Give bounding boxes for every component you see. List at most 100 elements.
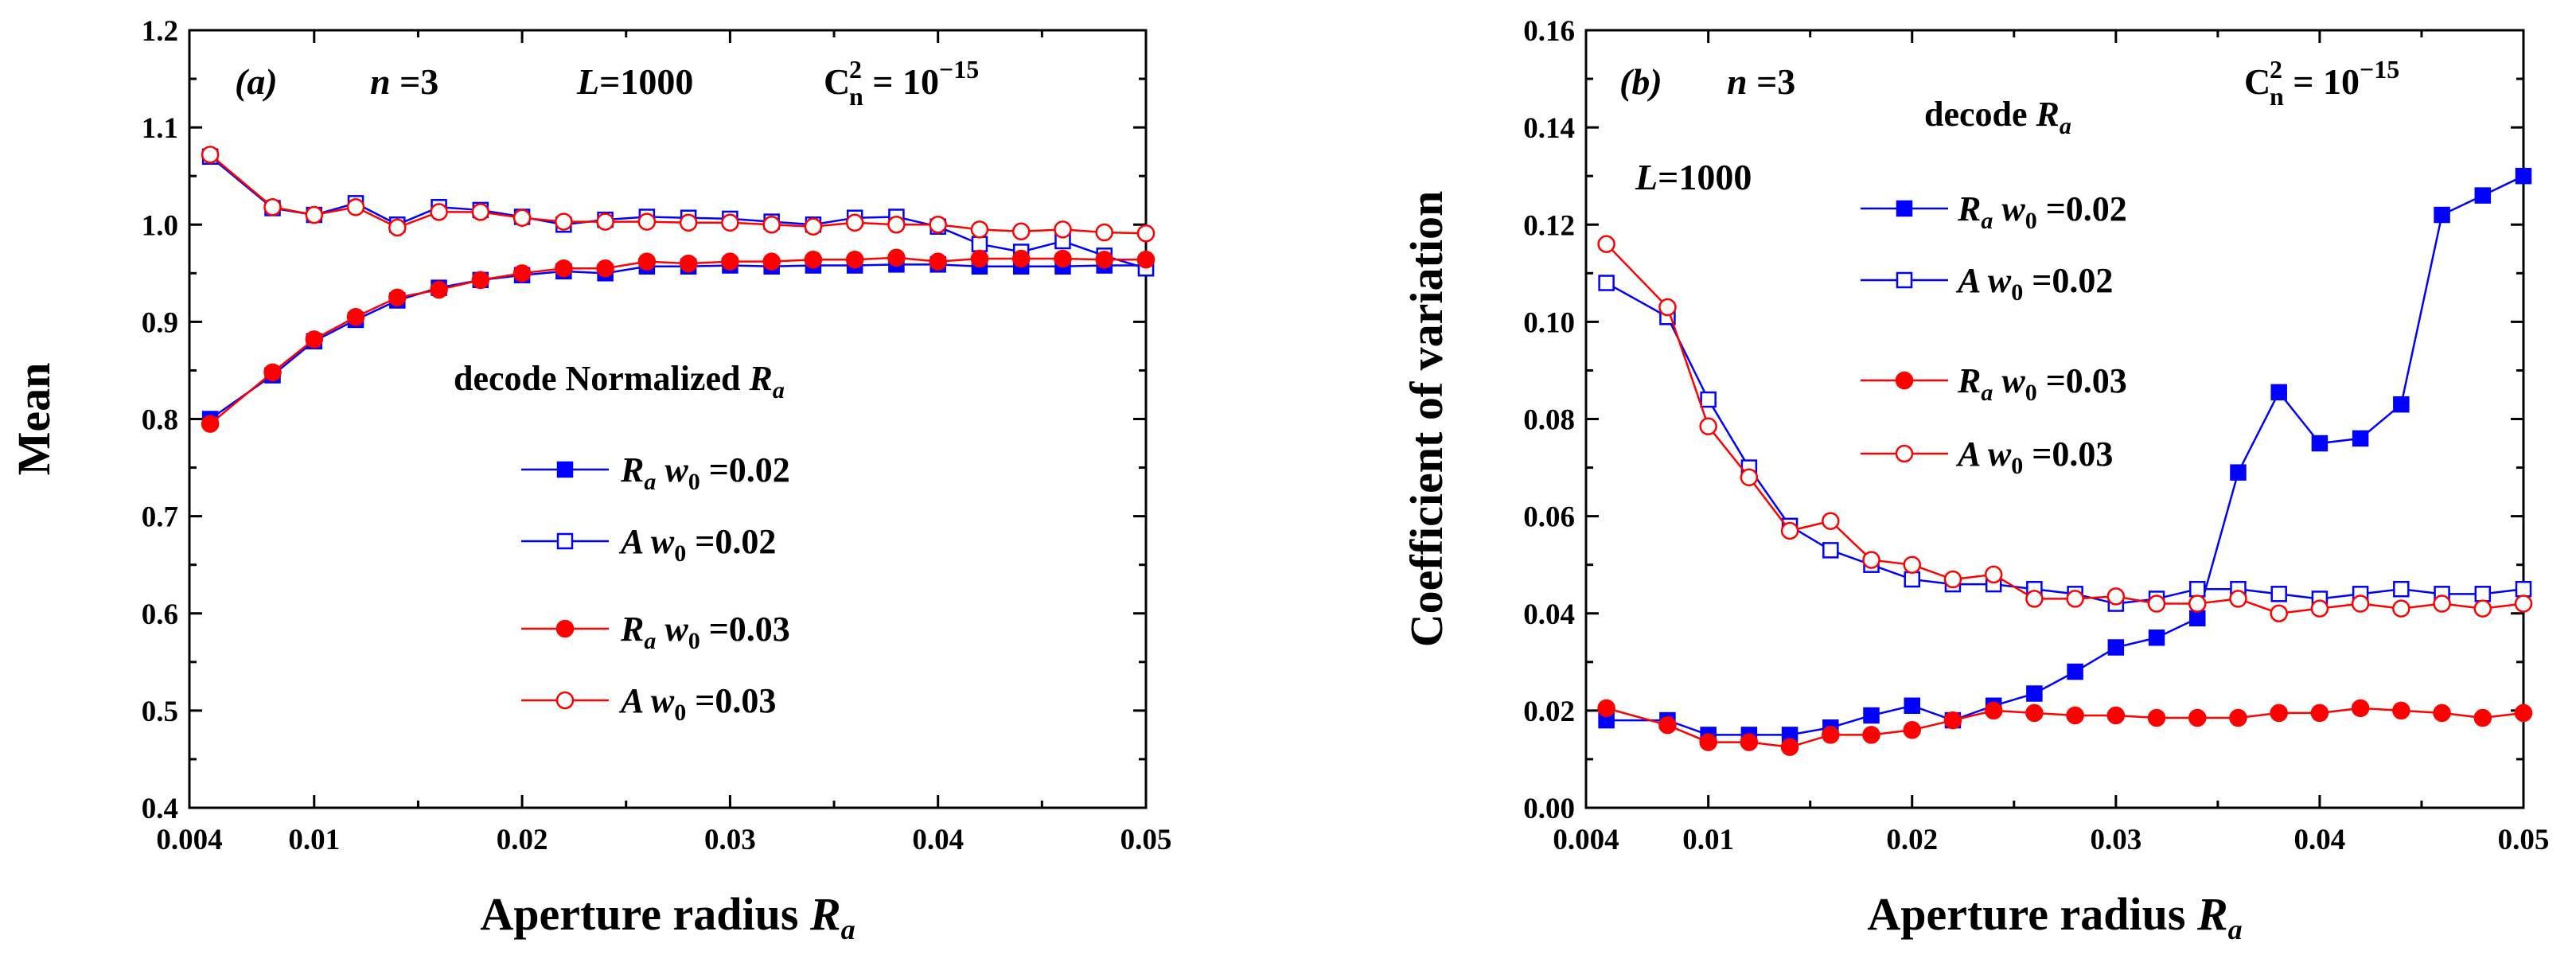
data-point bbox=[929, 216, 947, 234]
data-point bbox=[2026, 685, 2043, 702]
data-point bbox=[2066, 706, 2084, 725]
data-point bbox=[2433, 594, 2451, 613]
data-point bbox=[2311, 435, 2329, 452]
legend-marker bbox=[556, 461, 574, 478]
L-symbol: L bbox=[1635, 157, 1658, 197]
legend-title-subscript: a bbox=[773, 377, 785, 403]
data-point bbox=[388, 288, 407, 307]
data-point bbox=[2351, 699, 2370, 718]
x-tick-label: 0.03 bbox=[704, 824, 756, 856]
data-point bbox=[970, 220, 989, 239]
series-r-a-w0-0-03 bbox=[1597, 699, 2533, 756]
data-point bbox=[1862, 726, 1880, 744]
data-point bbox=[305, 330, 324, 349]
data-point bbox=[2474, 187, 2492, 204]
data-point bbox=[430, 203, 448, 221]
data-point bbox=[804, 217, 823, 236]
legend-w-symbol: w bbox=[656, 610, 688, 649]
data-point bbox=[1699, 733, 1717, 751]
legend-marker bbox=[1896, 200, 1913, 217]
y-tick-label: 0.02 bbox=[1523, 696, 1575, 728]
legend-w-subscript: 0 bbox=[2011, 279, 2023, 306]
legend-symbol-subscript: a bbox=[644, 469, 656, 495]
legend-marker bbox=[1896, 271, 1913, 289]
legend-entry: A w0 =0.03 bbox=[521, 681, 776, 726]
legend-value: =0.02 bbox=[2023, 261, 2113, 300]
cn-equals: = 10 bbox=[2284, 61, 2360, 102]
x-tick-label: 0.03 bbox=[2090, 824, 2141, 856]
data-point bbox=[263, 363, 282, 382]
data-point bbox=[2025, 590, 2044, 608]
legend-title: decode Ra bbox=[1924, 95, 2071, 139]
y-tick-label: 0.6 bbox=[142, 598, 178, 631]
data-point bbox=[555, 259, 573, 278]
data-point bbox=[637, 212, 657, 231]
data-point bbox=[679, 254, 698, 273]
legend-label: Ra w0 =0.02 bbox=[1957, 189, 2127, 234]
legend-label: Ra w0 =0.03 bbox=[620, 610, 790, 654]
data-point bbox=[346, 308, 365, 326]
chart-panel-a: 0.004 0.01 0.02 0.03 0.04 0.05 0.4 0.5 0.6 0.7 0.8… bbox=[8, 15, 1171, 945]
cn2-annotation: C2 n = 10−15 bbox=[824, 55, 979, 111]
data-point bbox=[845, 250, 864, 269]
cn-symbol: C bbox=[2244, 61, 2270, 102]
x-tick-label: 0.05 bbox=[2498, 824, 2550, 856]
x-tick-label: 0.04 bbox=[912, 824, 964, 856]
cn2-annotation: C2 n = 10−15 bbox=[2244, 55, 2399, 111]
data-point bbox=[1904, 571, 1920, 588]
cn-superscript: 2 bbox=[849, 55, 862, 84]
data-point bbox=[1658, 298, 1677, 317]
data-point bbox=[2310, 704, 2329, 723]
x-axis-title: Aperture radius Ra bbox=[480, 888, 855, 945]
legend-label: Ra w0 =0.03 bbox=[1957, 361, 2127, 406]
series-a-w0-0-02 bbox=[201, 148, 1155, 277]
data-point bbox=[2514, 704, 2533, 723]
cn-subscript: n bbox=[2270, 82, 2284, 111]
y-tick-label: 0.16 bbox=[1523, 15, 1575, 48]
data-point bbox=[2270, 704, 2288, 723]
legend-entry: Ra w0 =0.02 bbox=[521, 450, 790, 495]
data-point bbox=[1862, 551, 1880, 569]
data-point bbox=[1011, 249, 1031, 268]
n-symbol: n bbox=[1727, 61, 1748, 102]
data-point bbox=[721, 213, 739, 232]
legend-marker bbox=[555, 619, 575, 638]
n-annotation: n =3 bbox=[370, 61, 438, 102]
data-point bbox=[2474, 586, 2492, 602]
legend-w-symbol: w bbox=[1979, 261, 2012, 300]
cn-exponent: −15 bbox=[939, 55, 979, 84]
data-point bbox=[1598, 275, 1615, 291]
data-point bbox=[2393, 580, 2410, 598]
data-point bbox=[1780, 521, 1799, 540]
data-point bbox=[1054, 249, 1072, 268]
data-point bbox=[2515, 167, 2532, 185]
panel-label: (b) bbox=[1619, 61, 1662, 102]
data-point bbox=[1740, 468, 1759, 487]
data-point bbox=[1943, 711, 1962, 730]
data-point bbox=[970, 249, 989, 268]
series-a-w0-0-03 bbox=[1597, 235, 2533, 622]
data-point bbox=[2106, 706, 2126, 725]
y-tick-label: 0.12 bbox=[1523, 209, 1575, 242]
y-tick-label: 0.5 bbox=[142, 696, 178, 728]
data-point bbox=[201, 146, 220, 164]
panel-label: (a) bbox=[235, 61, 278, 102]
x-axis-title-symbol: R bbox=[809, 888, 841, 940]
legend-w-symbol: w bbox=[656, 450, 688, 489]
data-point bbox=[679, 213, 698, 232]
cn-superscript: 2 bbox=[2270, 55, 2282, 84]
legend-symbol: R bbox=[1957, 361, 1981, 400]
x-axis-title-main: Aperture radius bbox=[1867, 888, 2197, 940]
legend-symbol: A bbox=[1955, 261, 1980, 300]
legend-symbol: A bbox=[618, 522, 643, 561]
legend-label: Ra w0 =0.02 bbox=[620, 450, 790, 495]
data-point bbox=[1943, 570, 1962, 589]
data-point bbox=[1863, 707, 1880, 724]
legend-symbol: R bbox=[1957, 189, 1981, 228]
data-point bbox=[887, 216, 906, 234]
data-point bbox=[845, 213, 864, 232]
data-point bbox=[1136, 224, 1155, 243]
data-point bbox=[1658, 715, 1677, 735]
data-point bbox=[2107, 639, 2125, 656]
